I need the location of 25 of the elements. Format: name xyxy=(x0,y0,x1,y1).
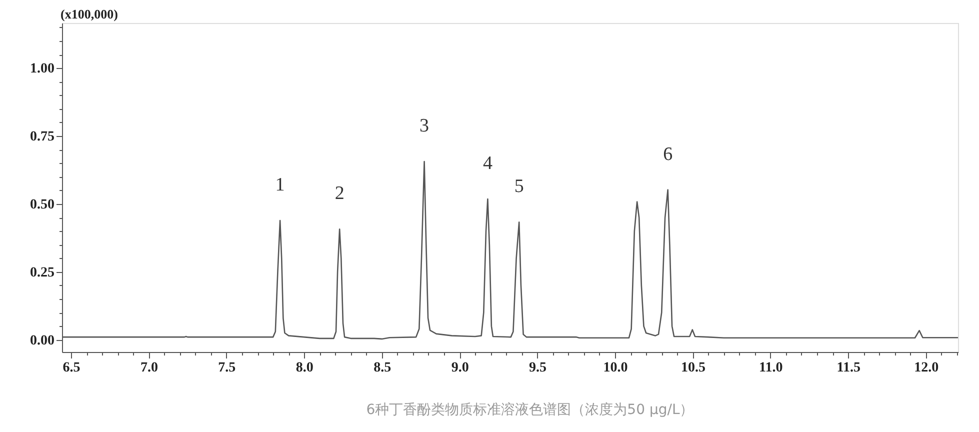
annotation: 6 xyxy=(663,144,673,165)
x-tick-label: 11.5 xyxy=(836,360,860,376)
y-axis-title: (x100,000) xyxy=(60,6,118,22)
y-tick-label: 1.00 xyxy=(30,62,54,77)
x-tick-label: 10.0 xyxy=(603,360,628,376)
x-tick-label: 9.0 xyxy=(451,360,469,376)
x-tick-label: 11.0 xyxy=(759,360,783,376)
text: 6种丁香酚类物质标准溶液色谱图（浓度为50 μg/L） xyxy=(366,402,694,418)
annotation: 5 xyxy=(514,176,524,198)
x-tick-label: 7.5 xyxy=(218,360,236,376)
x-tick-label: 8.0 xyxy=(296,360,314,376)
annotation: 1 xyxy=(275,174,285,196)
y-tick-label: 0.75 xyxy=(30,130,54,145)
annotation: 4 xyxy=(482,153,493,174)
x-tick-label: 6.5 xyxy=(62,360,80,376)
y-tick-label: 0.00 xyxy=(30,333,54,348)
x-tick-label: 8.5 xyxy=(374,360,392,376)
annotation: 3 xyxy=(420,116,430,137)
x-tick-label: 12.0 xyxy=(914,360,939,376)
annotation: 2 xyxy=(334,183,344,204)
x-tick-label: 9.5 xyxy=(529,360,547,376)
y-tick-label: 0.25 xyxy=(30,265,54,280)
x-tick-label: 7.0 xyxy=(140,360,158,376)
y-tick-label: 0.50 xyxy=(30,197,54,212)
x-tick-label: 10.5 xyxy=(680,360,706,376)
